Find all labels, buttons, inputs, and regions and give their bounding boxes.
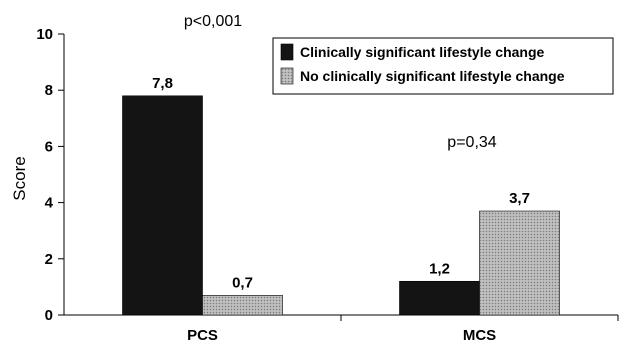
x-tick-label: PCS bbox=[187, 327, 218, 344]
bar-mcs-series2 bbox=[479, 210, 560, 316]
legend: Clinically significant lifestyle change N… bbox=[272, 37, 614, 95]
p-value-annotation: p=0,34 bbox=[447, 134, 496, 151]
y-tick-label: 4 bbox=[45, 195, 54, 212]
legend-label: No clinically significant lifestyle chan… bbox=[300, 68, 565, 84]
plot-area: 0 2 4 6 8 10 Score PCS 7,8 0,7 MCS 1,2 3,7 p<0,001 p=0… bbox=[10, 13, 619, 344]
y-tick-label: 10 bbox=[36, 26, 53, 43]
bar-pcs-series2 bbox=[202, 295, 283, 316]
data-label: 7,8 bbox=[152, 75, 173, 92]
p-value-annotation: p<0,001 bbox=[184, 13, 242, 30]
y-tick-label: 8 bbox=[45, 82, 53, 99]
legend-label: Clinically significant lifestyle change bbox=[300, 44, 545, 60]
data-label: 1,2 bbox=[429, 260, 450, 277]
bar-mcs-series1 bbox=[399, 280, 480, 316]
y-tick-label: 0 bbox=[45, 307, 53, 324]
y-tick-label: 6 bbox=[45, 138, 53, 155]
data-label: 3,7 bbox=[509, 190, 530, 207]
x-tick-label: MCS bbox=[463, 327, 496, 344]
y-tick-label: 2 bbox=[45, 251, 53, 268]
y-axis-title: Score bbox=[10, 156, 29, 200]
data-label: 0,7 bbox=[232, 274, 253, 291]
bar-pcs-series1 bbox=[122, 95, 203, 316]
legend-box bbox=[272, 37, 614, 95]
legend-swatch bbox=[280, 67, 294, 85]
legend-swatch bbox=[280, 43, 294, 61]
